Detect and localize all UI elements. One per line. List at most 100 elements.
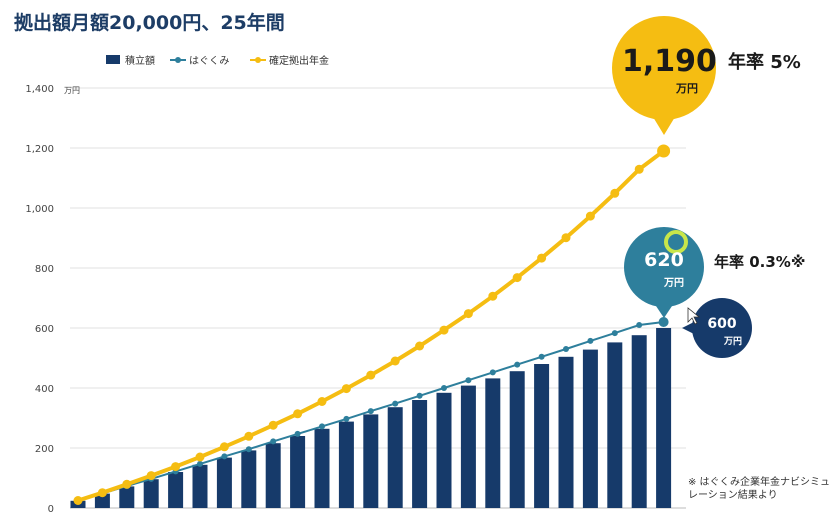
hagukumi-point <box>221 453 228 460</box>
footnote: ※ はぐくみ企業年金ナビシミュレーション結果より <box>688 477 830 501</box>
dc-point <box>415 341 425 351</box>
hagukumi-point <box>319 423 325 430</box>
dc-point <box>146 471 156 481</box>
y-tick-label: 800 <box>35 264 54 275</box>
hagukumi-point <box>587 337 594 344</box>
dc-point <box>634 164 644 174</box>
bar <box>143 479 159 508</box>
dc-callout <box>612 16 716 135</box>
bar <box>436 392 452 508</box>
bar <box>387 407 403 508</box>
bar <box>94 493 110 508</box>
dc-point <box>73 496 83 505</box>
dc-point <box>537 253 547 263</box>
bar <box>290 436 306 508</box>
hagukumi-point <box>563 346 569 352</box>
bar <box>485 378 501 508</box>
bar <box>314 428 330 508</box>
dc-point <box>219 442 229 452</box>
hagukumi-callout-value: 620 <box>644 249 684 271</box>
bar <box>241 450 257 508</box>
hagukumi-point <box>294 430 301 437</box>
bar <box>582 349 598 508</box>
dc-point <box>268 420 278 430</box>
dc-point <box>366 370 376 380</box>
dc-point <box>439 325 449 335</box>
legend-swatch-marker <box>255 57 261 63</box>
dc-point <box>610 188 620 198</box>
y-tick-label: 1,400 <box>25 84 54 95</box>
bar <box>412 400 428 508</box>
dc-callout-unit: 万円 <box>676 82 698 95</box>
bar <box>631 335 647 508</box>
hagukumi-point <box>489 369 496 376</box>
hagukumi-point <box>197 460 203 467</box>
hagukumi-point <box>465 377 472 384</box>
legend-entry: はぐくみ <box>189 55 229 67</box>
dc-point <box>463 309 473 319</box>
hagukumi-point <box>367 408 374 415</box>
dc-point <box>512 273 522 283</box>
bar-callout-unit: 万円 <box>724 337 743 347</box>
y-tick-label: 600 <box>35 324 54 335</box>
dc-rate-label: 年率 5% <box>728 52 801 73</box>
dc-callout-value: 1,190 <box>622 44 717 79</box>
hagukumi-point <box>658 317 669 327</box>
dc-point <box>390 356 400 366</box>
hagukumi-point <box>514 361 521 368</box>
dc-point <box>561 233 571 243</box>
dc-point <box>585 211 595 221</box>
bar <box>216 457 232 508</box>
legend-entry: 確定拠出年金 <box>269 54 329 67</box>
bar-callout <box>682 298 752 358</box>
hagukumi-point <box>538 353 545 360</box>
bar <box>265 443 281 508</box>
dc-point <box>97 488 107 498</box>
y-tick-label: 400 <box>35 384 54 395</box>
hagukumi-point <box>392 400 399 407</box>
hagukumi-rate-label: 年率 0.3%※ <box>714 253 806 271</box>
bar <box>168 472 184 508</box>
cursor-ring <box>664 230 688 254</box>
hagukumi-point <box>441 385 447 391</box>
hagukumi-callout-unit: 万円 <box>664 278 684 289</box>
hagukumi-point <box>416 392 423 399</box>
bar <box>607 342 623 508</box>
y-tick-label: 1,000 <box>25 204 54 215</box>
bar <box>656 328 672 508</box>
hagukumi-point <box>245 446 252 453</box>
bar <box>338 421 354 508</box>
y-unit-label: 万円 <box>64 86 80 95</box>
hagukumi-point <box>270 438 277 445</box>
dc-point <box>341 384 351 394</box>
bar <box>363 414 379 508</box>
bar <box>509 371 525 508</box>
page-title: 拠出額月額20,000円、25年間 <box>14 12 285 34</box>
bar <box>534 364 550 508</box>
dc-point <box>488 291 498 301</box>
hagukumi-point <box>343 415 350 422</box>
legend-swatch-marker <box>175 57 181 63</box>
y-tick-label: 1,200 <box>25 144 54 155</box>
legend-swatch-bar <box>106 55 120 64</box>
dc-point <box>317 397 327 406</box>
hagukumi-point <box>636 322 643 328</box>
y-tick-label: 200 <box>35 444 54 455</box>
hagukumi-callout <box>624 227 704 318</box>
dc-point <box>657 144 671 158</box>
dc-point <box>122 479 132 489</box>
bar <box>119 486 135 508</box>
y-tick-label: 0 <box>48 504 54 515</box>
dc-point <box>171 462 181 472</box>
legend-entry: 積立額 <box>125 54 155 67</box>
bar <box>192 464 208 508</box>
bar-callout-value: 600 <box>707 316 737 332</box>
bar <box>558 356 574 508</box>
mouse-pointer-icon <box>687 307 701 325</box>
dc-point <box>195 452 205 462</box>
bar <box>460 385 476 508</box>
dc-point <box>244 431 254 441</box>
hagukumi-point <box>611 330 618 337</box>
dc-point <box>293 409 303 419</box>
